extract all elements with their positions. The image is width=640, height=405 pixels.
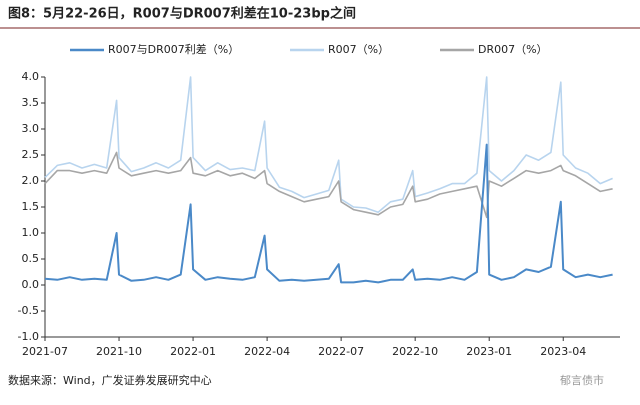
x-tick-label: 2023-01 (466, 345, 512, 358)
watermark: 郁言债市 (560, 373, 604, 387)
legend-label: DR007（%） (478, 43, 548, 56)
x-tick-label: 2022-01 (170, 345, 216, 358)
legend-label: R007与DR007利差（%） (108, 42, 239, 56)
x-tick-label: 2023-04 (540, 345, 586, 358)
y-tick-label: -1.0 (18, 330, 39, 343)
series-line (44, 151, 613, 219)
x-tick-label: 2022-10 (392, 345, 438, 358)
x-tick-label: 2021-10 (96, 345, 142, 358)
y-tick-label: 2.0 (22, 174, 40, 187)
x-tick-label: 2021-07 (22, 345, 68, 358)
y-tick-label: 3.0 (22, 122, 40, 135)
y-tick-label: 3.5 (22, 96, 40, 109)
legend-label: R007（%） (328, 43, 389, 56)
y-tick-label: 1.5 (22, 200, 40, 213)
x-tick-label: 2022-07 (318, 345, 364, 358)
y-tick-label: 4.0 (22, 70, 40, 83)
y-tick-label: -0.5 (18, 304, 39, 317)
y-tick-label: 2.5 (22, 148, 40, 161)
y-tick-label: 0.0 (22, 278, 40, 291)
x-tick-label: 2022-04 (244, 345, 290, 358)
y-tick-label: 0.5 (22, 252, 40, 265)
chart-title: 图8：5月22-26日，R007与DR007利差在10-23bp之间 (8, 6, 356, 22)
source-note: 数据来源：Wind，广发证券发展研究中心 (8, 373, 212, 387)
series-line (44, 76, 613, 213)
y-tick-label: 1.0 (22, 226, 40, 239)
series-line (44, 143, 613, 284)
